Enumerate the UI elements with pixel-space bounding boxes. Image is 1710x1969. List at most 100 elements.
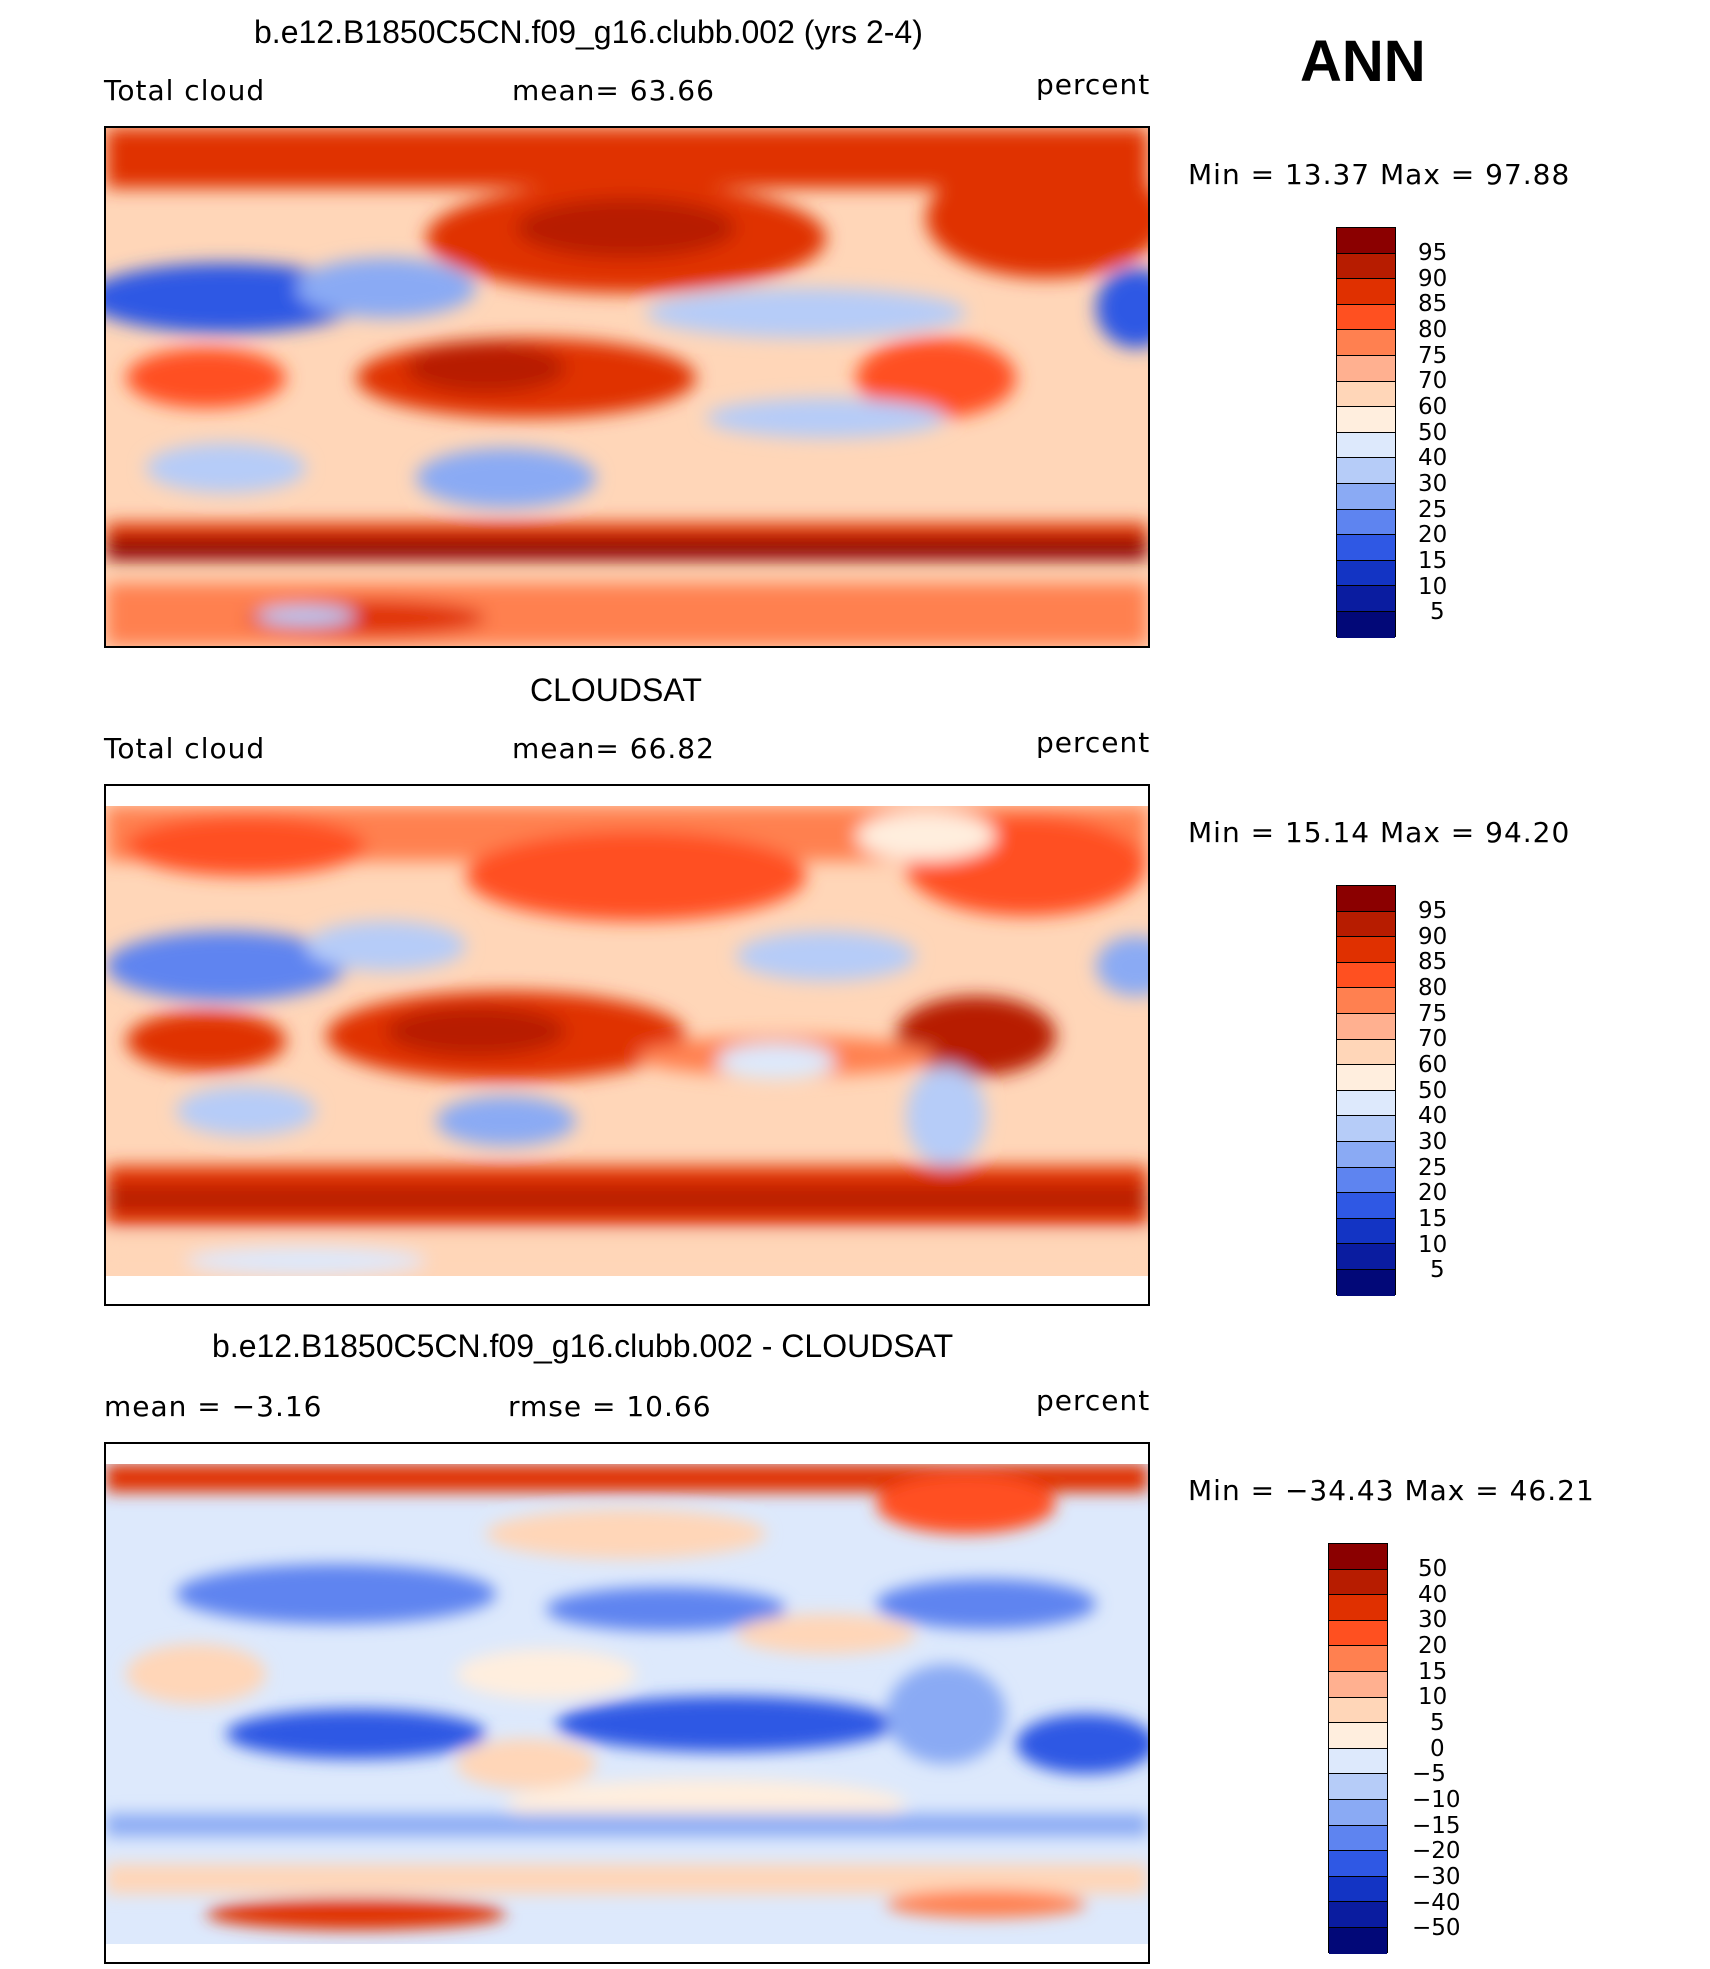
colorbar-tick: 5 — [1430, 599, 1445, 625]
panel2-map — [104, 784, 1150, 1306]
colorbar-tick: 50 — [1418, 420, 1448, 446]
colorbar-tick: 80 — [1418, 975, 1448, 1001]
colorbar-tick: 20 — [1418, 1180, 1448, 1206]
panel2-title: CLOUDSAT — [530, 672, 702, 708]
colorbar-tick: 70 — [1418, 368, 1448, 394]
panel2-mean: mean= 66.82 — [512, 732, 715, 765]
panel1-units: percent — [1036, 68, 1151, 101]
colorbar-tick: 5 — [1430, 1710, 1445, 1736]
panel3-colorbar-segment — [1329, 1569, 1387, 1596]
panel3-colorbar-segment — [1329, 1671, 1387, 1698]
panel3-map — [104, 1442, 1150, 1964]
colorbar-tick: −20 — [1412, 1838, 1461, 1864]
panel1-colorbar-segment — [1337, 509, 1395, 536]
panel3-stats: Min = −34.43 Max = 46.21 — [1188, 1474, 1595, 1507]
panel3-colorbar — [1328, 1543, 1388, 1954]
panel2-colorbar-segment — [1337, 1193, 1395, 1219]
panel1-colorbar-segment — [1337, 432, 1395, 459]
colorbar-tick: 40 — [1418, 1582, 1448, 1608]
panel2-colorbar-segment — [1337, 937, 1395, 963]
colorbar-tick: 30 — [1418, 471, 1448, 497]
colorbar-tick: 70 — [1418, 1026, 1448, 1052]
panel3-colorbar-segment — [1329, 1595, 1387, 1621]
panel2-colorbar-segment — [1337, 1167, 1395, 1194]
colorbar-tick: 20 — [1418, 522, 1448, 548]
panel1-colorbar-segment — [1337, 560, 1395, 587]
panel2-colorbar-segment — [1337, 962, 1395, 989]
panel1-colorbar-segment — [1337, 535, 1395, 561]
colorbar-tick: 90 — [1418, 924, 1448, 950]
panel3-units: percent — [1036, 1384, 1151, 1417]
colorbar-tick: 95 — [1418, 898, 1448, 924]
panel2-colorbar-segment — [1337, 1013, 1395, 1040]
colorbar-tick: 5 — [1430, 1257, 1445, 1283]
colorbar-tick: 20 — [1418, 1633, 1448, 1659]
panel1-colorbar-segment — [1337, 407, 1395, 433]
panel2-stats: Min = 15.14 Max = 94.20 — [1188, 816, 1571, 849]
panel2-colorbar-segment — [1337, 1269, 1395, 1296]
panel3-rmse: rmse = 10.66 — [508, 1390, 712, 1423]
panel2-left-label: Total cloud — [104, 732, 266, 765]
panel3-colorbar-segment — [1329, 1723, 1387, 1749]
colorbar-tick: 60 — [1418, 394, 1448, 420]
colorbar-tick: 75 — [1418, 1001, 1448, 1027]
panel3-colorbar-segment — [1329, 1620, 1387, 1647]
colorbar-tick: 25 — [1418, 497, 1448, 523]
panel1-colorbar-segment — [1337, 381, 1395, 408]
colorbar-tick: 50 — [1418, 1556, 1448, 1582]
colorbar-tick: 10 — [1418, 574, 1448, 600]
colorbar-tick: −10 — [1412, 1787, 1461, 1813]
colorbar-tick: 15 — [1418, 1206, 1448, 1232]
panel1-colorbar-segment — [1337, 483, 1395, 510]
panel1-colorbar-segment — [1337, 611, 1395, 638]
panel2-colorbar — [1336, 885, 1396, 1296]
panel1-colorbar-segment — [1337, 253, 1395, 280]
panel3-colorbar-segment — [1329, 1927, 1387, 1954]
colorbar-tick: 0 — [1430, 1736, 1445, 1762]
panel3-colorbar-segment — [1329, 1748, 1387, 1775]
panel1-colorbar-segment — [1337, 228, 1395, 254]
colorbar-tick: 15 — [1418, 548, 1448, 574]
colorbar-tick: 75 — [1418, 343, 1448, 369]
colorbar-tick: 15 — [1418, 1659, 1448, 1685]
colorbar-tick: 85 — [1418, 291, 1448, 317]
panel3-colorbar-segment — [1329, 1646, 1387, 1672]
colorbar-tick: −15 — [1412, 1813, 1461, 1839]
panel3-mean: mean = −3.16 — [104, 1390, 323, 1423]
panel2-colorbar-segment — [1337, 1065, 1395, 1091]
panel3-colorbar-segment — [1329, 1799, 1387, 1826]
colorbar-tick: −5 — [1412, 1761, 1446, 1787]
season-label: ANN — [1300, 29, 1426, 94]
panel2-colorbar-segment — [1337, 911, 1395, 938]
panel3-colorbar-segment — [1329, 1825, 1387, 1852]
panel2-colorbar-segment — [1337, 1218, 1395, 1245]
panel1-colorbar-segment — [1337, 330, 1395, 356]
panel2-colorbar-segment — [1337, 886, 1395, 912]
panel1-map — [104, 126, 1150, 648]
colorbar-tick: 95 — [1418, 240, 1448, 266]
panel3-title: b.e12.B1850C5CN.f09_g16.clubb.002 - CLOU… — [212, 1328, 954, 1364]
panel1-colorbar-segment — [1337, 586, 1395, 612]
panel3-colorbar-segment — [1329, 1876, 1387, 1903]
panel1-left-label: Total cloud — [104, 74, 266, 107]
panel2-colorbar-segment — [1337, 1116, 1395, 1142]
panel2-colorbar-segment — [1337, 1090, 1395, 1117]
panel2-units: percent — [1036, 726, 1151, 759]
colorbar-tick: 10 — [1418, 1232, 1448, 1258]
panel2-colorbar-segment — [1337, 1039, 1395, 1066]
colorbar-tick: 30 — [1418, 1129, 1448, 1155]
panel3-colorbar-segment — [1329, 1774, 1387, 1800]
panel2-colorbar-segment — [1337, 1141, 1395, 1168]
panel3-colorbar-segment — [1329, 1902, 1387, 1928]
panel2-colorbar-segment — [1337, 988, 1395, 1014]
colorbar-tick: 25 — [1418, 1155, 1448, 1181]
panel1-colorbar-segment — [1337, 355, 1395, 382]
colorbar-tick: −50 — [1412, 1915, 1461, 1941]
colorbar-tick: 85 — [1418, 949, 1448, 975]
panel1-stats: Min = 13.37 Max = 97.88 — [1188, 158, 1571, 191]
panel3-colorbar-segment — [1329, 1851, 1387, 1877]
colorbar-tick: −30 — [1412, 1864, 1461, 1890]
panel1-mean: mean= 63.66 — [512, 74, 715, 107]
panel1-title: b.e12.B1850C5CN.f09_g16.clubb.002 (yrs 2… — [254, 14, 923, 50]
panel3-colorbar-segment — [1329, 1697, 1387, 1724]
